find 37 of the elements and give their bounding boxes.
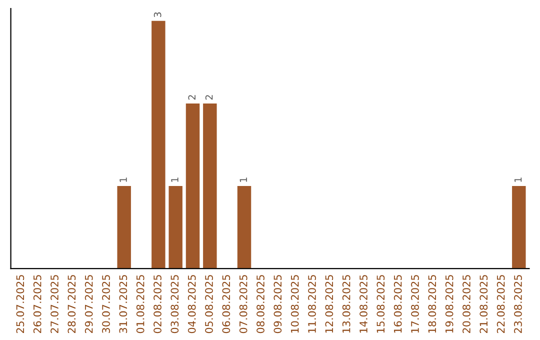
x-tick-label: 21.08.2025 — [480, 275, 488, 334]
data-label: 1 — [171, 178, 178, 182]
data-label: 2 — [205, 95, 213, 100]
x-tick-label: 16.08.2025 — [394, 275, 402, 333]
x-tick-label: 28.07.2025 — [68, 275, 76, 334]
x-tick-label: 29.07.2025 — [84, 275, 93, 334]
x-tick-label: 13.08.2025 — [342, 275, 350, 333]
data-label: 1 — [514, 178, 522, 182]
data-label: 3 — [154, 12, 162, 18]
x-tick-label: 14.08.2025 — [360, 275, 368, 333]
x-tick-label: 03.08.2025 — [170, 275, 179, 334]
x-tick-label: 27.07.2025 — [50, 275, 58, 334]
x-tick-label: 06.08.2025 — [222, 275, 230, 334]
x-tick-label: 05.08.2025 — [205, 275, 213, 334]
x-tick-label: 30.07.2025 — [102, 275, 110, 334]
x-tick-label: 10.08.2025 — [290, 275, 299, 333]
x-tick-label: 11.08.2025 — [308, 275, 316, 333]
data-label: 1 — [120, 178, 127, 182]
x-tick-label: 01.08.2025 — [136, 275, 144, 334]
x-tick-label: 04.08.2025 — [188, 275, 196, 334]
x-tick-label: 19.08.2025 — [445, 275, 454, 333]
x-tick-label: 02.08.2025 — [154, 275, 162, 334]
x-tick-label: 22.08.2025 — [496, 275, 505, 334]
x-tick-label: 20.08.2025 — [462, 275, 470, 334]
x-tick-label: 09.08.2025 — [274, 275, 282, 334]
x-tick-label: 07.08.2025 — [239, 275, 248, 334]
x-tick-label: 08.08.2025 — [256, 275, 264, 334]
x-tick-label: 17.08.2025 — [411, 275, 419, 333]
data-label: 1 — [240, 178, 247, 182]
x-tick-label: 12.08.2025 — [325, 275, 334, 333]
x-tick-label: 15.08.2025 — [376, 275, 385, 333]
data-label: 2 — [188, 95, 196, 100]
x-tick-label: 26.07.2025 — [33, 275, 42, 334]
x-tick-label: 23.08.2025 — [514, 275, 522, 334]
x-tick-label: 25.07.2025 — [16, 275, 24, 334]
x-tick-label: 31.07.2025 — [119, 275, 128, 334]
x-tick-label: 18.08.2025 — [428, 275, 436, 333]
